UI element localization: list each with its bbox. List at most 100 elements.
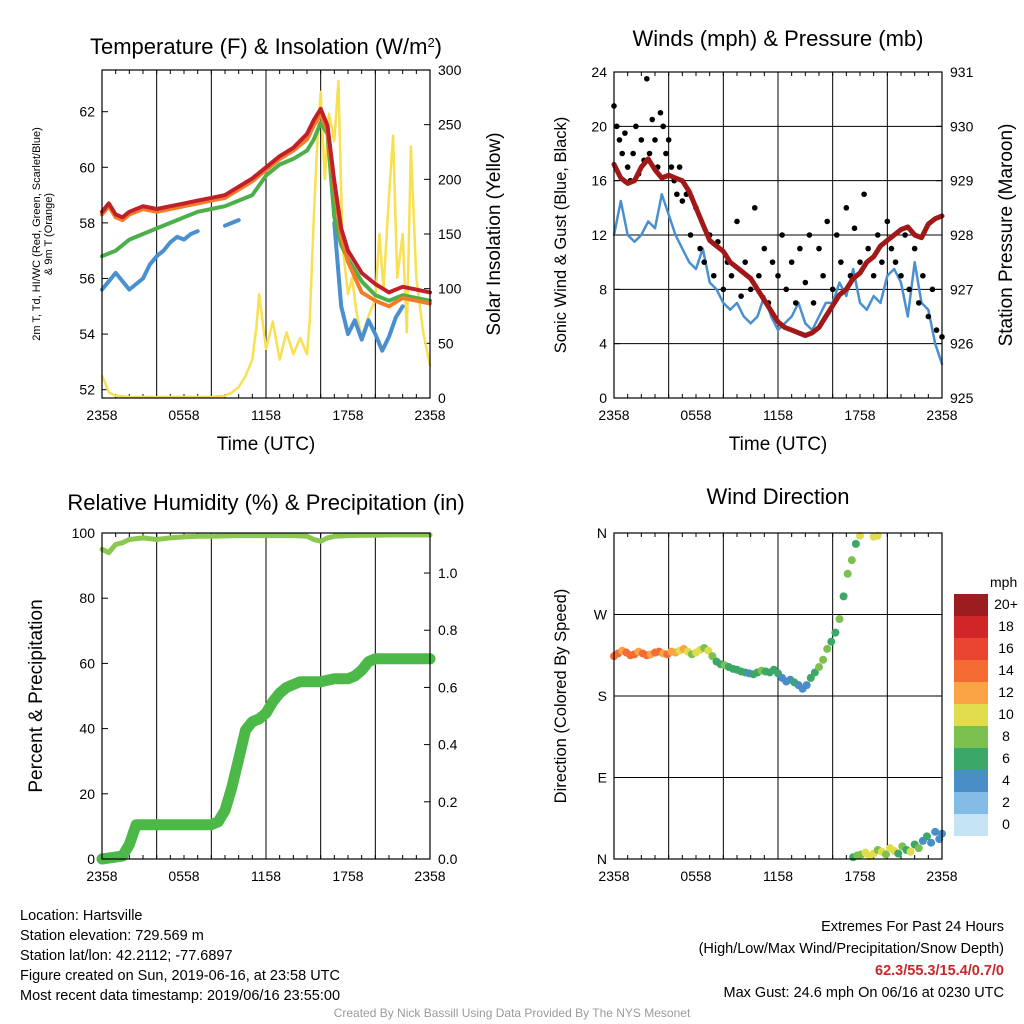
winds-gust-point — [630, 150, 636, 157]
winds-gust-point — [911, 245, 918, 252]
winds-y2tick-label: 926 — [950, 336, 974, 352]
temp-ytick-label: 62 — [79, 104, 95, 120]
winds-ytick-label: 24 — [591, 64, 607, 80]
wdir-point — [810, 668, 819, 677]
rh-xtick-label: 2358 — [86, 868, 117, 884]
credit-text: Created By Nick Bassill Using Data Provi… — [333, 1006, 691, 1020]
winds-gust-point — [829, 286, 836, 293]
winds-ytick-label: 0 — [599, 390, 607, 406]
winds-gust-point — [861, 191, 867, 198]
winds-gust-point — [933, 327, 940, 333]
rh-y2tick-label: 0.0 — [438, 851, 458, 867]
winds-gust-point — [779, 232, 785, 238]
winds-gust-point — [888, 245, 895, 252]
wdir-point — [708, 652, 717, 661]
temp-ytick-label: 52 — [79, 382, 95, 398]
winds-gust-point — [728, 272, 735, 279]
wdir-point — [906, 847, 915, 856]
extremes-title: Extremes For Past 24 Hours — [821, 919, 1004, 935]
wdir-point — [894, 849, 903, 858]
temp-y2tick-label: 200 — [438, 171, 462, 187]
winds-gust-point — [797, 245, 803, 252]
wdir-point — [851, 539, 860, 548]
winds-y2tick-label: 929 — [950, 173, 974, 189]
winds-ytick-label: 20 — [591, 118, 607, 134]
rh-chart: 2358 0558 1158 1758 23580204060801000.00.20.… — [26, 525, 458, 884]
temp-chart: 2358 0558 1158 1758 2358 Time (UTC) 52 54 56 58 60… — [31, 62, 505, 455]
winds-gust-point — [865, 245, 871, 252]
wdir-legend-label: 4 — [1002, 772, 1010, 788]
extremes-box: Extremes For Past 24 Hours (High/Low/Max… — [699, 916, 1004, 1004]
rh-xtick-label: 0558 — [168, 868, 199, 884]
winds-gust-point — [902, 232, 908, 238]
wdir-legend-label: 6 — [1002, 750, 1010, 766]
winds-gust-point — [874, 232, 881, 238]
temp-plot-border — [101, 69, 431, 399]
winds-gust-point — [788, 259, 795, 265]
temp-xtick-label: 1158 — [251, 407, 281, 423]
max-gust-text: Max Gust: 24.6 mph On 06/16 at 0230 UTC — [723, 985, 1004, 1001]
winds-gust-point — [701, 259, 707, 265]
temp-series-hiwc — [100, 218, 405, 353]
temp-xlabel: Time (UTC) — [217, 434, 316, 455]
wdir-legend-swatch — [954, 792, 988, 814]
rh-y2tick-label: 1.0 — [438, 565, 458, 581]
winds-gust-point — [652, 137, 658, 143]
temp-series-9m — [100, 112, 432, 309]
rh-xtick-label: 1758 — [332, 868, 363, 884]
winds-gust-point — [925, 313, 932, 320]
winds-gust-point — [613, 123, 620, 130]
location-text: Location: Hartsville — [20, 908, 143, 924]
wdir-ylabel: Direction (Colored By Speed) — [552, 589, 570, 804]
rh-ytick-label: 40 — [79, 721, 95, 737]
winds-gust-point — [624, 164, 631, 170]
wdir-point — [823, 644, 832, 653]
winds-gust-point — [857, 259, 863, 265]
winds-chart: 2358 0558 1158 1758 2358 Time (UTC) 0 4 8 12 16 20 2… — [552, 64, 1017, 455]
winds-gust-point — [638, 137, 645, 143]
winds-gust-point — [756, 272, 762, 279]
wdir-legend-swatch — [954, 704, 988, 726]
winds-gust-point — [644, 75, 650, 82]
wdir-point — [843, 569, 852, 578]
wdir-point — [927, 838, 936, 847]
wdir-ytick-label: N — [597, 851, 607, 867]
wdir-ytick-label: W — [594, 607, 608, 623]
rh-ytick-label: 60 — [79, 655, 95, 671]
winds-ytick-label: 16 — [591, 173, 607, 189]
wdir-legend-label: 16 — [998, 640, 1014, 656]
temp-ylabel-line: & 9m T (Orange) — [43, 193, 55, 275]
winds-gust-point — [742, 259, 748, 265]
winds-gust-point — [783, 286, 789, 293]
winds-series-sonic — [612, 193, 944, 366]
rh-series-humidity — [99, 532, 433, 556]
winds-y2tick-label: 927 — [950, 281, 974, 297]
temp-chart-title: Temperature (F) & Insolation (W/m2) — [90, 34, 442, 59]
winds-gust-point — [657, 109, 664, 116]
winds-gust-point — [824, 218, 830, 225]
temp-y2tick-label: 0 — [438, 390, 446, 406]
winds-gust-point — [646, 150, 653, 157]
extremes-values: 62.3/55.3/15.4/0.7/0 — [875, 963, 1004, 979]
winds-xtick-label: 2358 — [598, 407, 629, 423]
temp-ytick-label: 56 — [79, 270, 95, 286]
winds-gust-point — [769, 259, 776, 265]
rh-ytick-label: 100 — [72, 525, 96, 541]
wdir-legend-swatch — [954, 638, 988, 660]
winds-gust-point — [622, 130, 628, 136]
winds-gust-point — [676, 164, 683, 170]
temp-series-2m — [100, 106, 432, 295]
wdir-ytick-label: S — [598, 688, 607, 704]
winds-gust-point — [720, 286, 727, 293]
wdir-point — [802, 681, 811, 690]
temp-xtick-label: 2358 — [414, 407, 445, 423]
winds-gust-point — [710, 272, 717, 279]
wdir-point — [831, 628, 840, 637]
wdir-legend-swatch — [954, 814, 988, 836]
wdir-point — [847, 556, 856, 565]
winds-gust-point — [802, 279, 809, 286]
winds-gust-point — [668, 164, 675, 170]
recent-data-text: Most recent data timestamp: 2019/06/16 2… — [20, 988, 341, 1004]
temp-y2label: Solar Insolation (Yellow) — [484, 132, 505, 335]
